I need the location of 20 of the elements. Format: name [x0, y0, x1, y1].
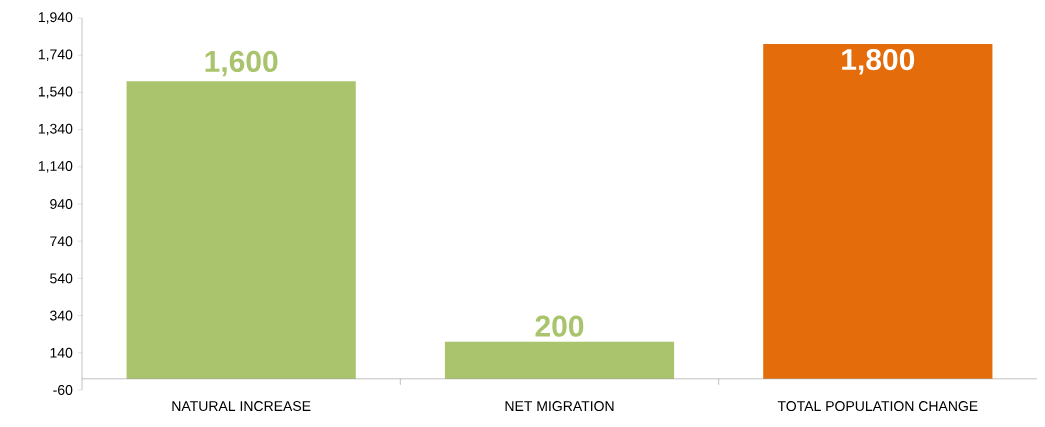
data-label: 200	[535, 315, 584, 337]
x-tick-label: TOTAL POPULATION CHANGE	[777, 401, 978, 412]
data-label: 1,800	[842, 48, 915, 75]
y-tick-label: 140	[50, 347, 73, 358]
y-tick-label: -60	[53, 385, 73, 395]
data-label: 1,600	[205, 50, 278, 77]
bar	[444, 341, 675, 379]
y-tick-label: 540	[50, 273, 73, 284]
y-tick-label: 1,540	[38, 86, 73, 99]
x-tick-label: NET MIGRATION	[505, 401, 614, 412]
y-tick-label: 740	[50, 236, 73, 247]
bar	[763, 44, 993, 379]
y-tick-label: 340	[50, 310, 73, 321]
y-tick-label: 1,740	[38, 49, 73, 61]
y-tick-label: 940	[50, 199, 73, 209]
y-tick-label: 1,340	[38, 123, 73, 136]
y-tick-label: 1,140	[38, 161, 73, 173]
x-tick-label: NATURAL INCREASE	[172, 401, 311, 412]
y-tick-label: 1,940	[38, 12, 73, 24]
bar	[126, 81, 356, 379]
